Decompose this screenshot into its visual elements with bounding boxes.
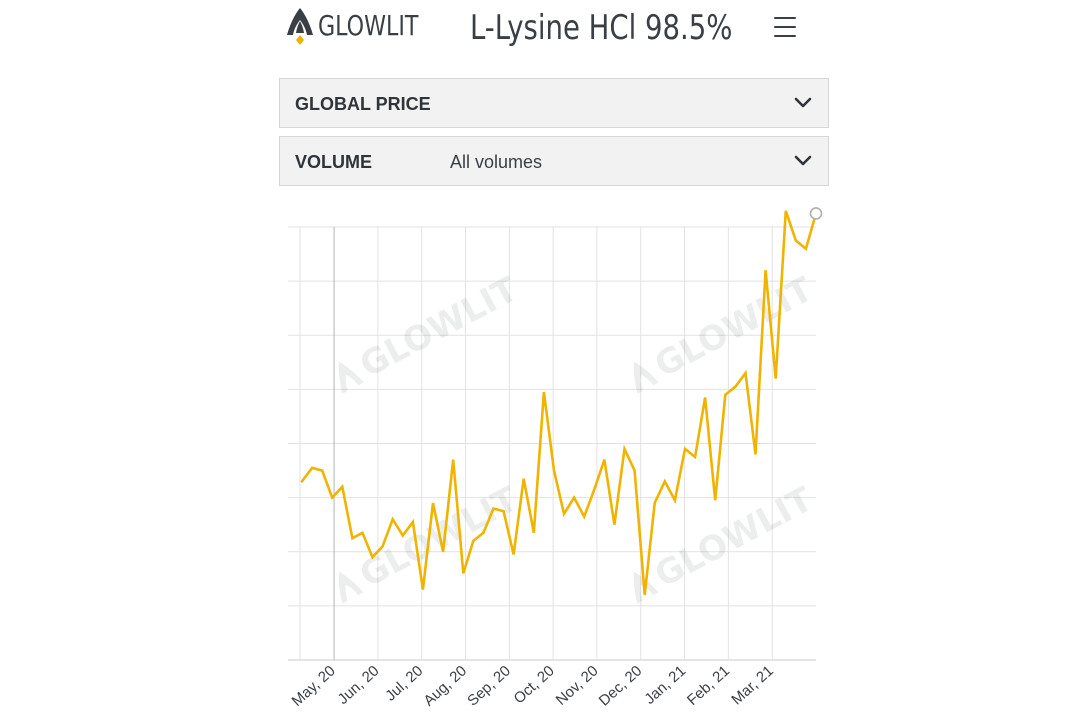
- watermark-logo-icon: [338, 361, 364, 394]
- watermark: GLOWLIT: [633, 479, 820, 604]
- x-tick-label: Oct, 20: [510, 662, 557, 707]
- watermark-text: GLOWLIT: [648, 269, 820, 386]
- global-price-label: GLOBAL PRICE: [295, 94, 431, 114]
- volume-label: VOLUME: [295, 152, 373, 172]
- chart-grid: [288, 226, 816, 661]
- volume-dropdown[interactable]: VOLUME All volumes: [279, 136, 829, 186]
- rocket-logo-icon: [287, 8, 313, 45]
- watermark: GLOWLIT: [338, 269, 525, 394]
- page-title: L-Lysine HCl 98.5%: [470, 8, 733, 48]
- chevron-down-icon: [794, 97, 812, 108]
- volume-value: All volumes: [450, 152, 543, 172]
- watermark-text: GLOWLIT: [353, 269, 525, 386]
- x-tick-label: Feb, 21: [684, 662, 733, 709]
- x-tick-label: Sep, 20: [464, 662, 514, 709]
- x-tick-label: May, 20: [289, 662, 339, 710]
- watermark-logo-icon: [633, 361, 659, 394]
- chart-watermarks: GLOWLIT GLOWLIT GLOWLIT GLOWLIT: [338, 269, 820, 604]
- watermark: GLOWLIT: [338, 479, 525, 604]
- x-tick-label: Jun, 20: [335, 662, 383, 708]
- x-tick-label: Dec, 20: [596, 662, 646, 709]
- header: GLOWLIT L-Lysine HCl 98.5%: [0, 0, 1080, 60]
- watermark: GLOWLIT: [633, 269, 820, 394]
- last-point-marker: [809, 207, 823, 220]
- x-tick-label: Jan, 21: [641, 662, 689, 708]
- hamburger-menu-icon[interactable]: [772, 14, 800, 40]
- global-price-dropdown[interactable]: GLOBAL PRICE: [279, 78, 829, 128]
- brand-logo[interactable]: GLOWLIT: [286, 6, 432, 46]
- x-tick-label: Nov, 20: [553, 662, 602, 708]
- chart-series: [300, 207, 823, 596]
- watermark-logo-icon: [338, 571, 364, 604]
- x-tick-label: Mar, 21: [728, 662, 777, 708]
- x-tick-label: Aug, 20: [420, 662, 470, 709]
- chevron-down-icon: [794, 155, 812, 166]
- brand-name: GLOWLIT: [318, 9, 419, 42]
- price-series-line: [300, 210, 818, 596]
- x-tick-label: Jul, 20: [382, 662, 426, 704]
